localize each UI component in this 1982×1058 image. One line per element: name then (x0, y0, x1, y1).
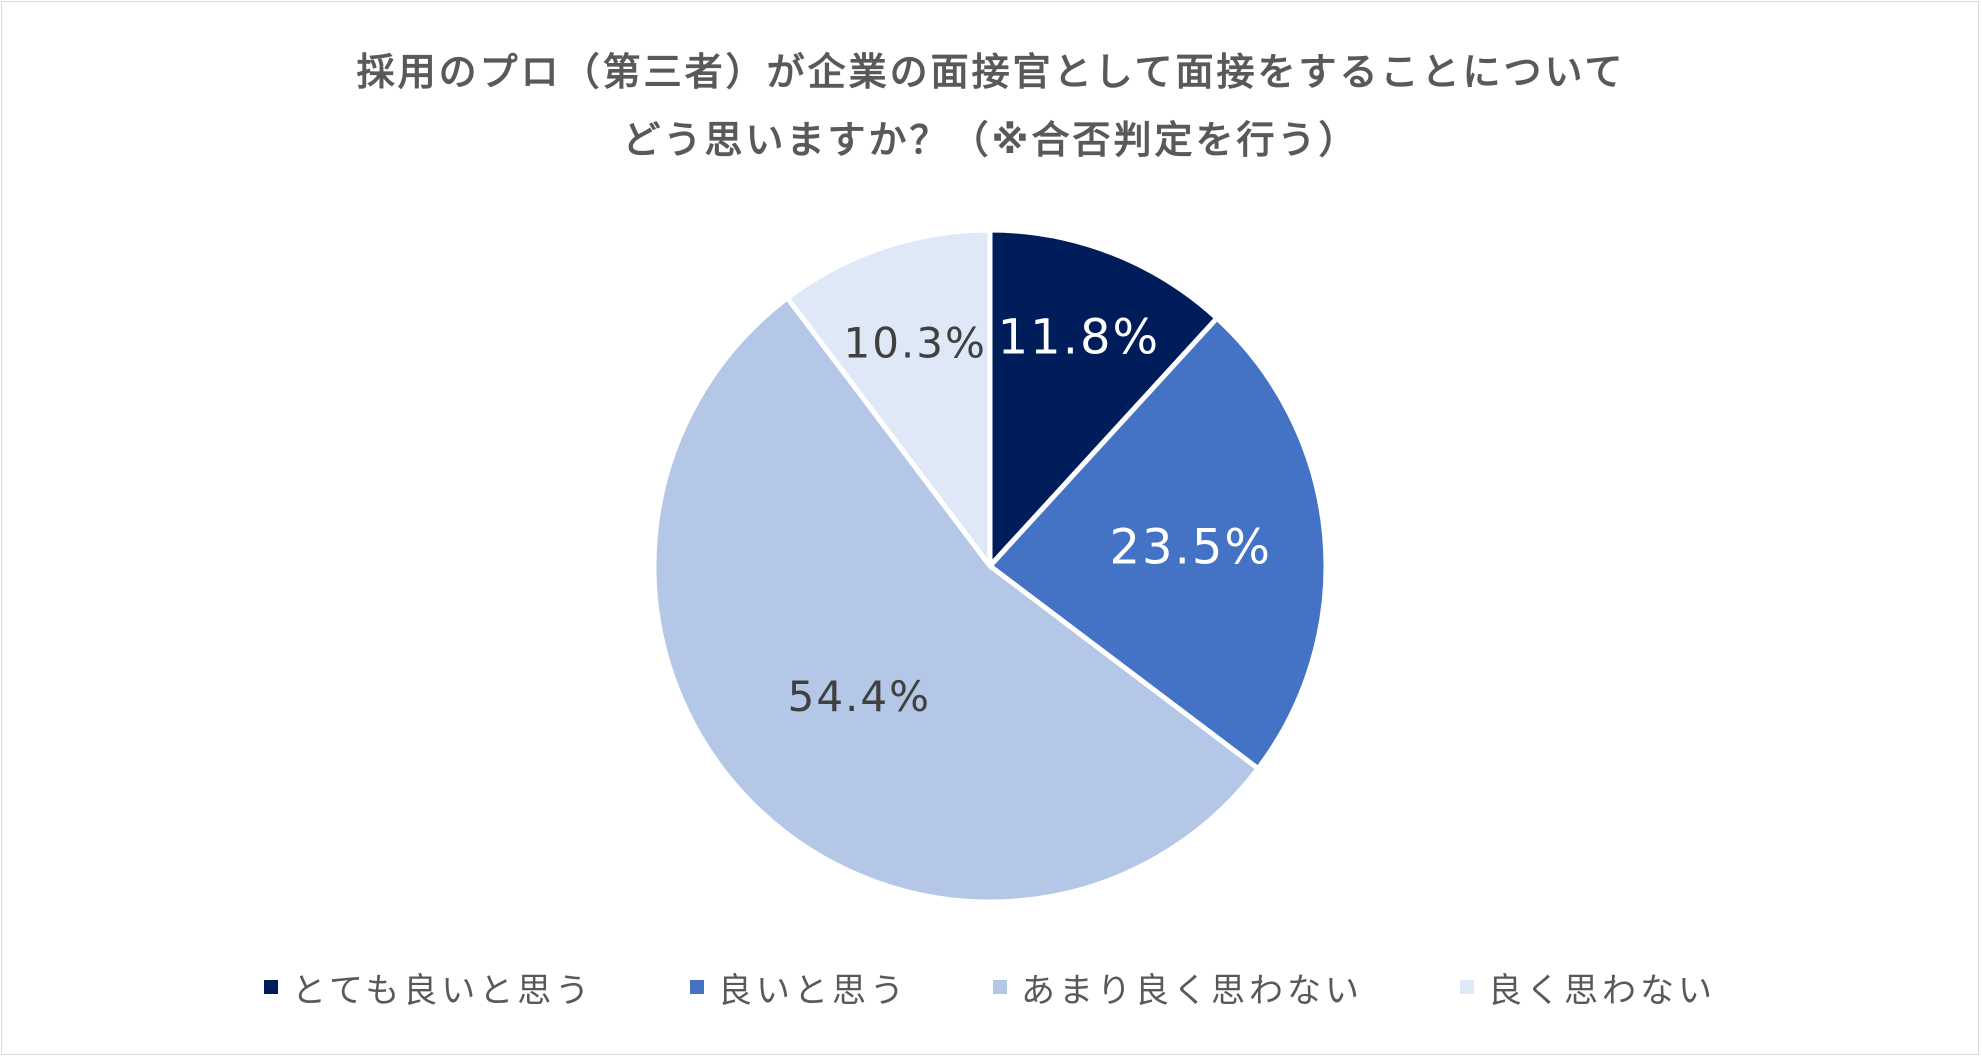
legend-swatch-1 (264, 980, 278, 994)
chart-title-line-1: 採用のプロ（第三者）が企業の面接官として面接をすることについて (356, 50, 1626, 94)
legend-label-4: 良く思わない (1488, 970, 1716, 1011)
pie-slice-3 (651, 295, 1261, 905)
legend-swatch-3 (993, 980, 1007, 994)
legend-label-1: とても良いと思う (292, 970, 594, 1011)
data-label-4: 10.3% (843, 319, 986, 368)
legend-label-2: 良いと思う (718, 970, 908, 1011)
chart-legend: とても良いと思う 良いと思う あまり良く思わない 良く思わない (0, 962, 1982, 1012)
pie-slice-2 (987, 315, 1329, 772)
data-label-1: 11.8% (998, 309, 1160, 365)
legend-item-1: とても良いと思う (264, 962, 593, 1012)
legend-label-3: あまり良く思わない (1021, 970, 1363, 1011)
legend-swatch-4 (1460, 980, 1474, 994)
legend-swatch-2 (690, 980, 704, 994)
legend-item-2: 良いと思う (690, 962, 908, 1012)
chart-title: 採用のプロ（第三者）が企業の面接官として面接をすることについて どう思いますか？… (0, 38, 1982, 174)
pie-slice-4 (784, 227, 993, 569)
data-label-3: 54.4% (788, 672, 931, 721)
chart-title-line-2: どう思いますか？（※合否判定を行う） (622, 118, 1360, 162)
legend-item-4: 良く思わない (1460, 962, 1716, 1012)
legend-item-3: あまり良く思わない (993, 962, 1363, 1012)
pie-slice-1 (987, 227, 1220, 569)
data-label-2: 23.5% (1110, 520, 1272, 576)
